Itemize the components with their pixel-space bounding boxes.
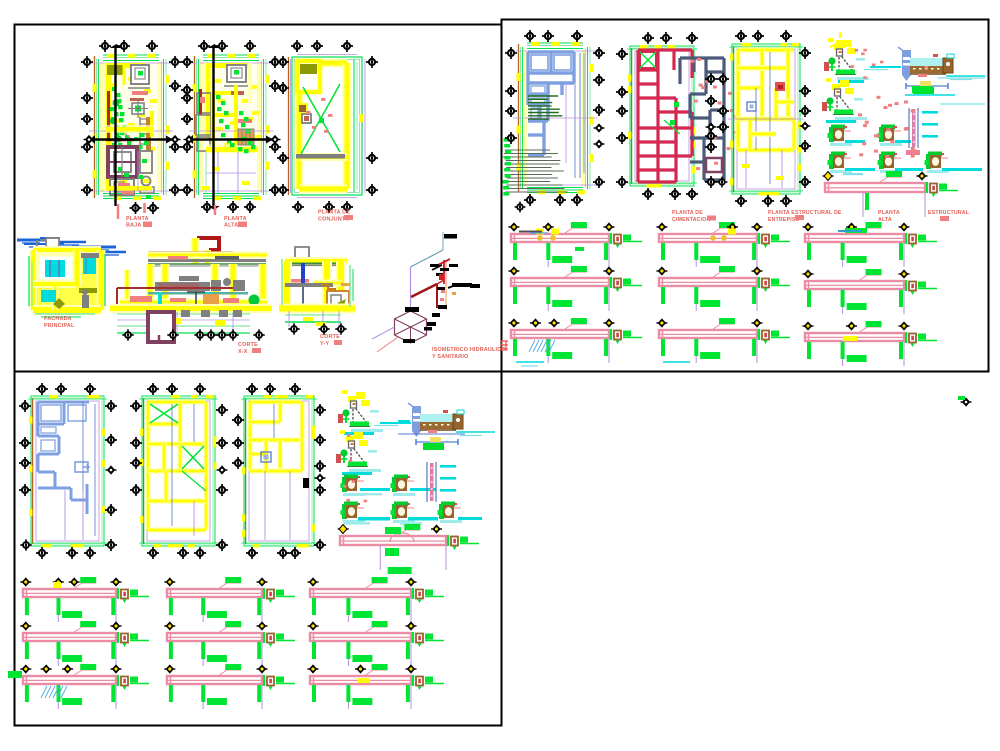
svg-text:ISOMETRICO HIDRAULICO: ISOMETRICO HIDRAULICO — [432, 347, 506, 353]
svg-text:X-X: X-X — [238, 349, 248, 355]
svg-text:PLANTA: PLANTA — [224, 216, 247, 222]
svg-text:CIMENTACION: CIMENTACION — [672, 217, 710, 223]
svg-text:ENTREPISO: ENTREPISO — [768, 217, 800, 223]
svg-text:CONJUNTO: CONJUNTO — [318, 217, 350, 223]
svg-text:Y SANITARIO: Y SANITARIO — [432, 354, 468, 360]
svg-text:BAJA: BAJA — [126, 223, 141, 229]
svg-text:ALTA: ALTA — [878, 217, 892, 223]
svg-text:CORTE: CORTE — [320, 334, 340, 340]
svg-text:ALTA: ALTA — [224, 223, 238, 229]
svg-text:PRINCIPAL: PRINCIPAL — [44, 323, 75, 329]
svg-text:ESTRUCTURAL: ESTRUCTURAL — [928, 210, 970, 216]
svg-text:PLANTA DE: PLANTA DE — [672, 210, 703, 216]
svg-text:PLANTA DE: PLANTA DE — [318, 210, 350, 216]
svg-text:PLANTA: PLANTA — [126, 216, 149, 222]
svg-text:FACHADA: FACHADA — [44, 316, 72, 322]
svg-text:CORTE: CORTE — [238, 342, 258, 348]
svg-text:PLANTA: PLANTA — [878, 210, 900, 216]
svg-text:Y-Y: Y-Y — [320, 341, 329, 347]
svg-text:PLANTA ESTRUCTURAL DE: PLANTA ESTRUCTURAL DE — [768, 210, 842, 216]
